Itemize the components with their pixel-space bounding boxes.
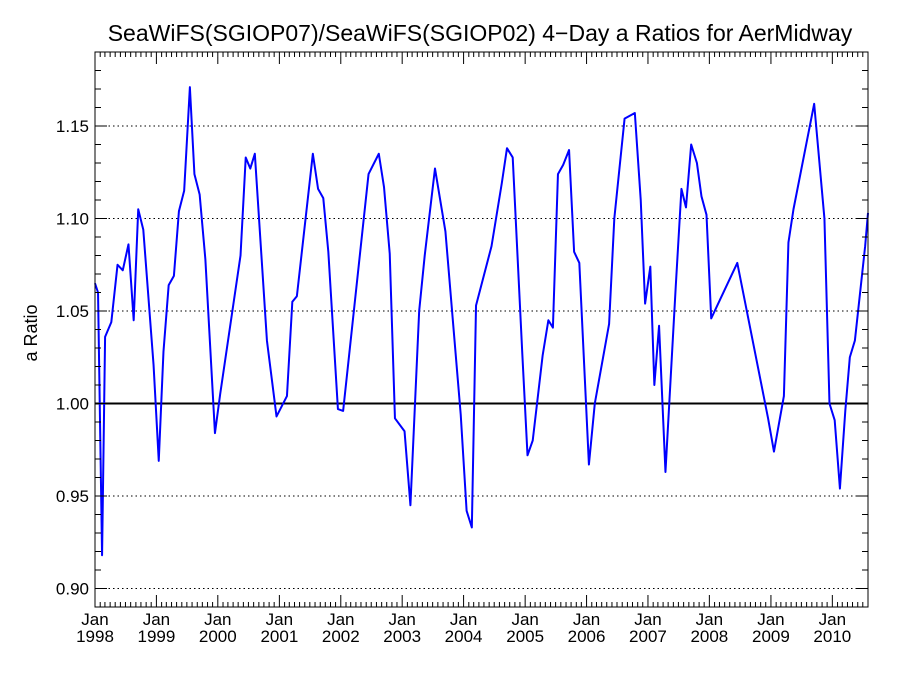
- x-tick-label-year: 1999: [137, 627, 175, 646]
- series-line-0: [94, 86, 869, 557]
- y-tick-label: 1.10: [56, 210, 89, 229]
- y-tick-label: 1.00: [56, 395, 89, 414]
- x-tick-label-month: Jan: [696, 610, 723, 629]
- x-tick-label-year: 2002: [322, 627, 360, 646]
- x-tick-label-year: 1998: [76, 627, 114, 646]
- x-tick-label-year: 2006: [568, 627, 606, 646]
- x-tick-label-month: Jan: [143, 610, 170, 629]
- x-tick-label-month: Jan: [757, 610, 784, 629]
- x-tick-label-month: Jan: [819, 610, 846, 629]
- x-tick-label-month: Jan: [634, 610, 661, 629]
- x-tick-label-month: Jan: [573, 610, 600, 629]
- y-axis-ticks: 0.90 0.95 1.00 1.05 1.10 1.15: [56, 51, 868, 608]
- x-tick-label-year: 2000: [199, 627, 237, 646]
- series-group: [94, 86, 869, 557]
- x-tick-label-year: 2010: [813, 627, 851, 646]
- gridlines: [95, 125, 868, 589]
- y-tick-label: 0.90: [56, 580, 89, 599]
- x-tick-label-year: 2009: [752, 627, 790, 646]
- plot-frame: [94, 51, 869, 608]
- x-tick-label-month: Jan: [266, 610, 293, 629]
- x-tick-label-year: 2003: [383, 627, 421, 646]
- x-tick-label-year: 2004: [445, 627, 483, 646]
- x-axis-ticks: Jan1998Jan1999Jan2000Jan2001Jan2002Jan20…: [76, 52, 869, 646]
- y-tick-label: 1.05: [56, 302, 89, 321]
- x-tick-label-year: 2001: [260, 627, 298, 646]
- x-tick-label-month: Jan: [327, 610, 354, 629]
- x-tick-label-month: Jan: [450, 610, 477, 629]
- x-tick-label-month: Jan: [511, 610, 538, 629]
- x-tick-label-year: 2008: [690, 627, 728, 646]
- x-tick-label-month: Jan: [81, 610, 108, 629]
- x-tick-label-year: 2007: [629, 627, 667, 646]
- y-axis-label: a Ratio: [21, 304, 41, 361]
- y-tick-label: 1.15: [56, 117, 89, 136]
- x-tick-label-month: Jan: [204, 610, 231, 629]
- x-tick-label-year: 2005: [506, 627, 544, 646]
- chart-title: SeaWiFS(SGIOP07)/SeaWiFS(SGIOP02) 4−Day …: [108, 20, 853, 46]
- x-tick-label-month: Jan: [388, 610, 415, 629]
- y-tick-label: 0.95: [56, 487, 89, 506]
